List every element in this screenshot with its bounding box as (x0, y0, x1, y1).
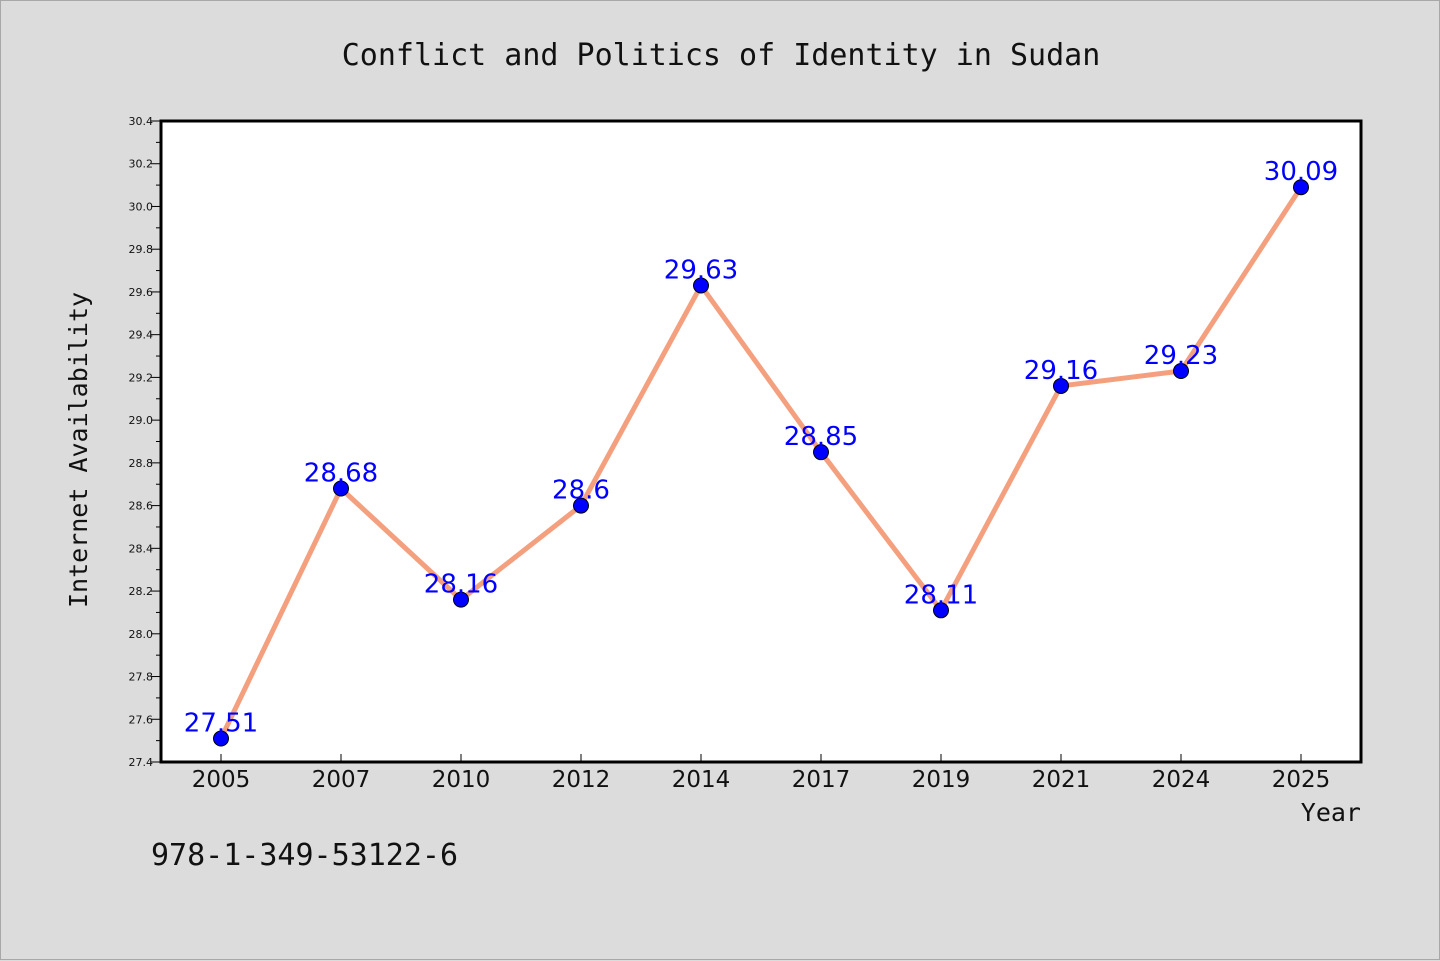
y-tick-label: 27.4 (129, 756, 154, 769)
data-label: 28.68 (304, 459, 378, 489)
x-tick-label: 2019 (912, 767, 971, 793)
data-labels: 27.51 28.68 28.16 28.6 29.63 28.85 28.11 29.16 2… (184, 157, 1338, 738)
y-tick-label: 28.2 (129, 585, 154, 598)
y-tick-label: 29.0 (129, 414, 154, 427)
x-tick-label: 2025 (1272, 767, 1331, 793)
data-point (573, 497, 589, 514)
data-label: 27.51 (184, 708, 258, 738)
data-point (933, 602, 949, 619)
x-axis-label: Year (1301, 798, 1361, 827)
x-tick-label: 2021 (1032, 767, 1091, 793)
x-tick-label: 2005 (192, 767, 251, 793)
y-tick-label: 28.0 (129, 628, 154, 641)
data-label: 29.23 (1144, 341, 1218, 371)
data-label: 28.16 (424, 570, 498, 600)
data-label: 30.09 (1264, 157, 1338, 187)
data-point (213, 730, 229, 747)
y-tick-label: 28.4 (129, 542, 154, 555)
data-label: 28.6 (552, 476, 610, 506)
y-tick-label: 30.0 (129, 200, 154, 213)
chart-title: Conflict and Politics of Identity in Sud… (342, 38, 1101, 73)
data-point (1293, 179, 1309, 196)
x-tick-label: 2017 (792, 767, 851, 793)
data-points (213, 179, 1309, 747)
x-tick-label: 2014 (672, 767, 731, 793)
x-tick-label: 2010 (432, 767, 491, 793)
series-line (218, 184, 1304, 741)
data-point (693, 277, 709, 294)
data-label: 29.63 (664, 256, 738, 286)
data-point (333, 480, 349, 497)
series-line-group (218, 184, 1304, 741)
y-tick-label: 30.2 (129, 158, 154, 171)
isbn-footer: 978-1-349-53122-6 (151, 838, 458, 873)
y-tick-label: 30.4 (129, 115, 154, 128)
y-tick-label: 28.6 (129, 500, 154, 513)
data-point (453, 591, 469, 608)
y-tick-label: 29.8 (129, 243, 154, 256)
y-tick-label: 29.2 (129, 371, 154, 384)
y-tick-label: 29.4 (129, 329, 154, 342)
data-label: 28.11 (904, 580, 978, 610)
y-tick-label: 29.6 (129, 286, 154, 299)
data-label: 29.16 (1024, 356, 1098, 386)
data-point (1053, 377, 1069, 394)
plot-frame (159, 119, 1363, 764)
data-point (813, 444, 829, 461)
data-label: 28.85 (784, 422, 858, 452)
x-tick-label: 2024 (1152, 767, 1211, 793)
x-axis-ticks: 2005 2007 2010 2012 2014 2017 2019 2021 2024 2025 (192, 754, 1331, 793)
y-tick-label: 27.6 (129, 713, 154, 726)
plot-area (161, 121, 1361, 762)
x-tick-label: 2012 (552, 767, 611, 793)
y-axis-ticks: 27.4 27.6 27.8 28.0 28.2 28.4 28.6 28.8 29.0 29.2… (129, 115, 161, 769)
y-axis-label: Internet Availability (64, 292, 93, 608)
y-tick-label: 28.8 (129, 457, 154, 470)
x-tick-label: 2007 (312, 767, 371, 793)
data-point (1173, 362, 1189, 379)
y-tick-label: 27.8 (129, 671, 154, 684)
